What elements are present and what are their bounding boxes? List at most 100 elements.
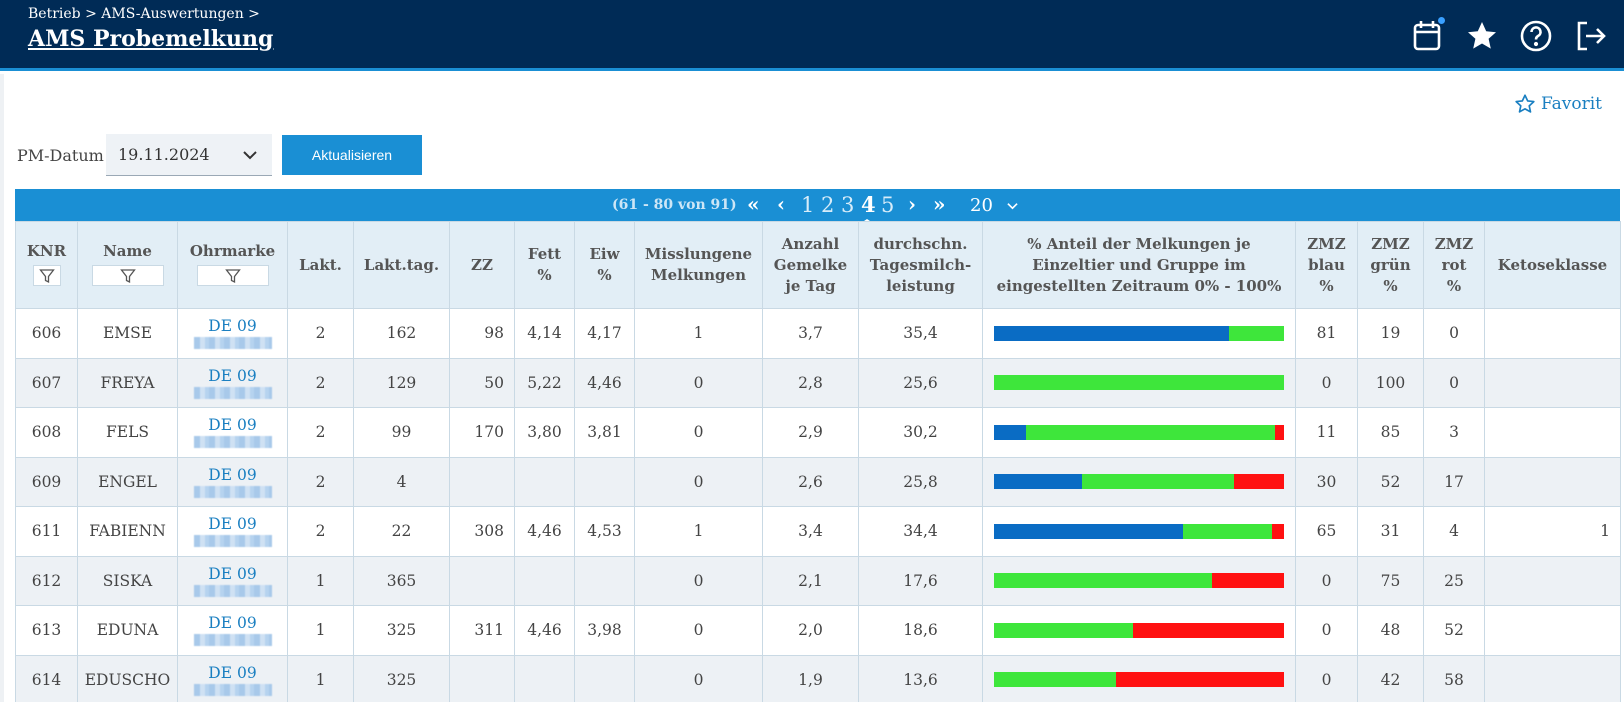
ear-tag-link[interactable]: DE 09 <box>208 416 257 435</box>
page-3[interactable]: 3 <box>841 193 855 217</box>
col-zmz-blau[interactable]: ZMZ blau% <box>1295 221 1358 309</box>
table-row[interactable]: 614 EDUSCHO DE 09 1 325 0 1,9 13,6 0 42 58 <box>15 654 1621 702</box>
ear-tag-link[interactable]: DE 09 <box>208 317 257 336</box>
col-zz[interactable]: ZZ <box>449 221 515 309</box>
page-4-current[interactable]: 4 <box>858 192 876 225</box>
col-eiw[interactable]: Eiw% <box>574 221 635 309</box>
table-row[interactable]: 611 FABIENN DE 09 2 22 308 4,46 4,53 1 3,4 34,4 65 3… <box>15 506 1621 557</box>
ear-tag-link[interactable]: DE 09 <box>208 564 257 583</box>
cell-ohrmarke[interactable]: DE 09 <box>177 654 288 702</box>
favorite-link[interactable]: Favorit <box>1514 93 1602 115</box>
page-title[interactable]: AMS Probemelkung <box>28 26 274 52</box>
cell-anzahl-gemelke: 2,1 <box>762 555 859 606</box>
cell-anzahl-gemelke-value: 3,7 <box>798 324 823 343</box>
cell-ohrmarke[interactable]: DE 09 <box>177 506 288 557</box>
col-ketoseklasse[interactable]: Ketoseklasse <box>1484 221 1621 309</box>
ear-tag-redacted <box>193 386 272 399</box>
pagination-range: (61 - 80 von 91) <box>612 197 737 213</box>
table-row[interactable]: 607 FREYA DE 09 2 129 50 5,22 4,46 0 2,8 25,6 0 100 0 <box>15 357 1621 408</box>
cell-zz-value: 98 <box>484 324 504 343</box>
cell-zz: 98 <box>449 308 515 359</box>
cell-anzahl-gemelke-value: 2,8 <box>798 373 823 392</box>
page-5[interactable]: 5 <box>881 193 895 217</box>
cell-zmz-blau-value: 0 <box>1321 670 1332 689</box>
col-fett[interactable]: Fett% <box>514 221 575 309</box>
col-misslungene[interactable]: Misslungene Melkungen <box>634 221 763 309</box>
ear-tag-link[interactable]: DE 09 <box>208 515 257 534</box>
table-row[interactable]: 608 FELS DE 09 2 99 170 3,80 3,81 0 2,9 30,2 11 85 3 <box>15 407 1621 458</box>
cell-fett-value: 5,22 <box>527 373 562 392</box>
col-name[interactable]: Name <box>77 221 178 309</box>
cell-anzahl-gemelke-value: 3,4 <box>798 522 823 541</box>
refresh-button[interactable]: Aktualisieren <box>282 135 422 175</box>
cell-ohrmarke[interactable]: DE 09 <box>177 407 288 458</box>
calendar-icon[interactable] <box>1410 16 1446 54</box>
pm-date-select[interactable]: 19.11.2024 <box>106 134 272 176</box>
ear-tag-link[interactable]: DE 09 <box>208 366 257 385</box>
cell-zmz-rot: 52 <box>1423 605 1485 656</box>
col-lakt[interactable]: Lakt. <box>287 221 354 309</box>
table-row[interactable]: 613 EDUNA DE 09 1 325 311 4,46 3,98 0 2,0 18,6 0 48 5… <box>15 605 1621 656</box>
cell-ketoseklasse <box>1484 407 1621 458</box>
col-anz-label-3: je Tag <box>785 276 836 295</box>
bar-segment-gruen <box>994 622 1134 638</box>
page-1[interactable]: 1 <box>801 193 815 217</box>
cell-misslungene-value: 0 <box>693 621 704 640</box>
pm-date-label: PM-Datum <box>17 146 104 165</box>
help-icon[interactable] <box>1518 18 1554 54</box>
app-header: Betrieb > AMS-Auswertungen > AMS Probeme… <box>0 0 1624 71</box>
next-page-button[interactable]: › <box>908 192 916 216</box>
cell-ohrmarke[interactable]: DE 09 <box>177 555 288 606</box>
last-page-button[interactable]: » <box>933 192 946 216</box>
name-filter-button[interactable] <box>91 264 164 286</box>
cell-fett: 3,80 <box>514 407 575 458</box>
star-icon[interactable] <box>1464 18 1500 54</box>
page-2[interactable]: 2 <box>821 193 835 217</box>
cell-anteil-bar <box>982 605 1296 656</box>
knr-filter-button[interactable] <box>32 264 61 286</box>
table-row[interactable]: 612 SISKA DE 09 1 365 0 2,1 17,6 0 75 25 <box>15 555 1621 606</box>
cell-fett-value: 4,46 <box>527 522 562 541</box>
cell-zmz-blau-value: 0 <box>1321 621 1332 640</box>
cell-zmz-blau: 11 <box>1295 407 1358 458</box>
bar-segment-gruen <box>994 375 1284 391</box>
cell-anzahl-gemelke: 2,0 <box>762 605 859 656</box>
col-tagesmilchleistung[interactable]: durchschn. Tagesmilch-leistung <box>858 221 983 309</box>
ohrmarke-filter-button[interactable] <box>196 264 269 286</box>
cell-ohrmarke[interactable]: DE 09 <box>177 357 288 408</box>
table-row[interactable]: 606 EMSE DE 09 2 162 98 4,14 4,17 1 3,7 35,4 81 19 0 <box>15 308 1621 359</box>
cell-lakt: 2 <box>287 506 354 557</box>
breadcrumb[interactable]: Betrieb > AMS-Auswertungen > <box>28 6 260 22</box>
col-knr[interactable]: KNR <box>15 221 78 309</box>
first-page-button[interactable]: « <box>747 192 760 216</box>
favorite-label: Favorit <box>1540 94 1602 114</box>
bar-segment-gruen <box>1228 325 1284 341</box>
cell-anteil-bar <box>982 654 1296 702</box>
cell-lakt-value: 1 <box>315 571 326 590</box>
cell-anteil-bar <box>982 555 1296 606</box>
col-lakttag[interactable]: Lakt.tag. <box>353 221 450 309</box>
col-ohrmarke-label: Ohrmarke <box>189 241 276 260</box>
col-zmz-gruen[interactable]: ZMZ grün% <box>1357 221 1424 309</box>
cell-ketoseklasse <box>1484 555 1621 606</box>
col-ohrmarke[interactable]: Ohrmarke <box>177 221 288 309</box>
ear-tag-link[interactable]: DE 09 <box>208 614 257 633</box>
cell-ohrmarke[interactable]: DE 09 <box>177 456 288 507</box>
page-size-select[interactable]: 20 <box>970 195 1018 216</box>
cell-ohrmarke[interactable]: DE 09 <box>177 605 288 656</box>
col-anzahl-gemelke[interactable]: Anzahl Gemelke je Tag <box>762 221 859 309</box>
ear-tag-link[interactable]: DE 09 <box>208 663 257 682</box>
cell-zmz-blau: 0 <box>1295 357 1358 408</box>
table-row[interactable]: 609 ENGEL DE 09 2 4 0 2,6 25,8 30 52 17 <box>15 456 1621 507</box>
cell-lakt: 2 <box>287 357 354 408</box>
cell-ohrmarke[interactable]: DE 09 <box>177 308 288 359</box>
col-ds-label-1: durchschn. <box>873 234 968 253</box>
col-zb-label-2: blau <box>1308 255 1345 274</box>
ear-tag-link[interactable]: DE 09 <box>208 465 257 484</box>
logout-icon[interactable] <box>1572 18 1608 54</box>
col-zmz-rot[interactable]: ZMZ rot% <box>1423 221 1485 309</box>
prev-page-button[interactable]: ‹ <box>777 192 785 216</box>
col-anteil-melkungen[interactable]: % Anteil der Melkungen je Einzeltier und … <box>982 221 1296 309</box>
cell-misslungene-value: 0 <box>693 423 704 442</box>
bar-segment-rot <box>1133 622 1284 638</box>
